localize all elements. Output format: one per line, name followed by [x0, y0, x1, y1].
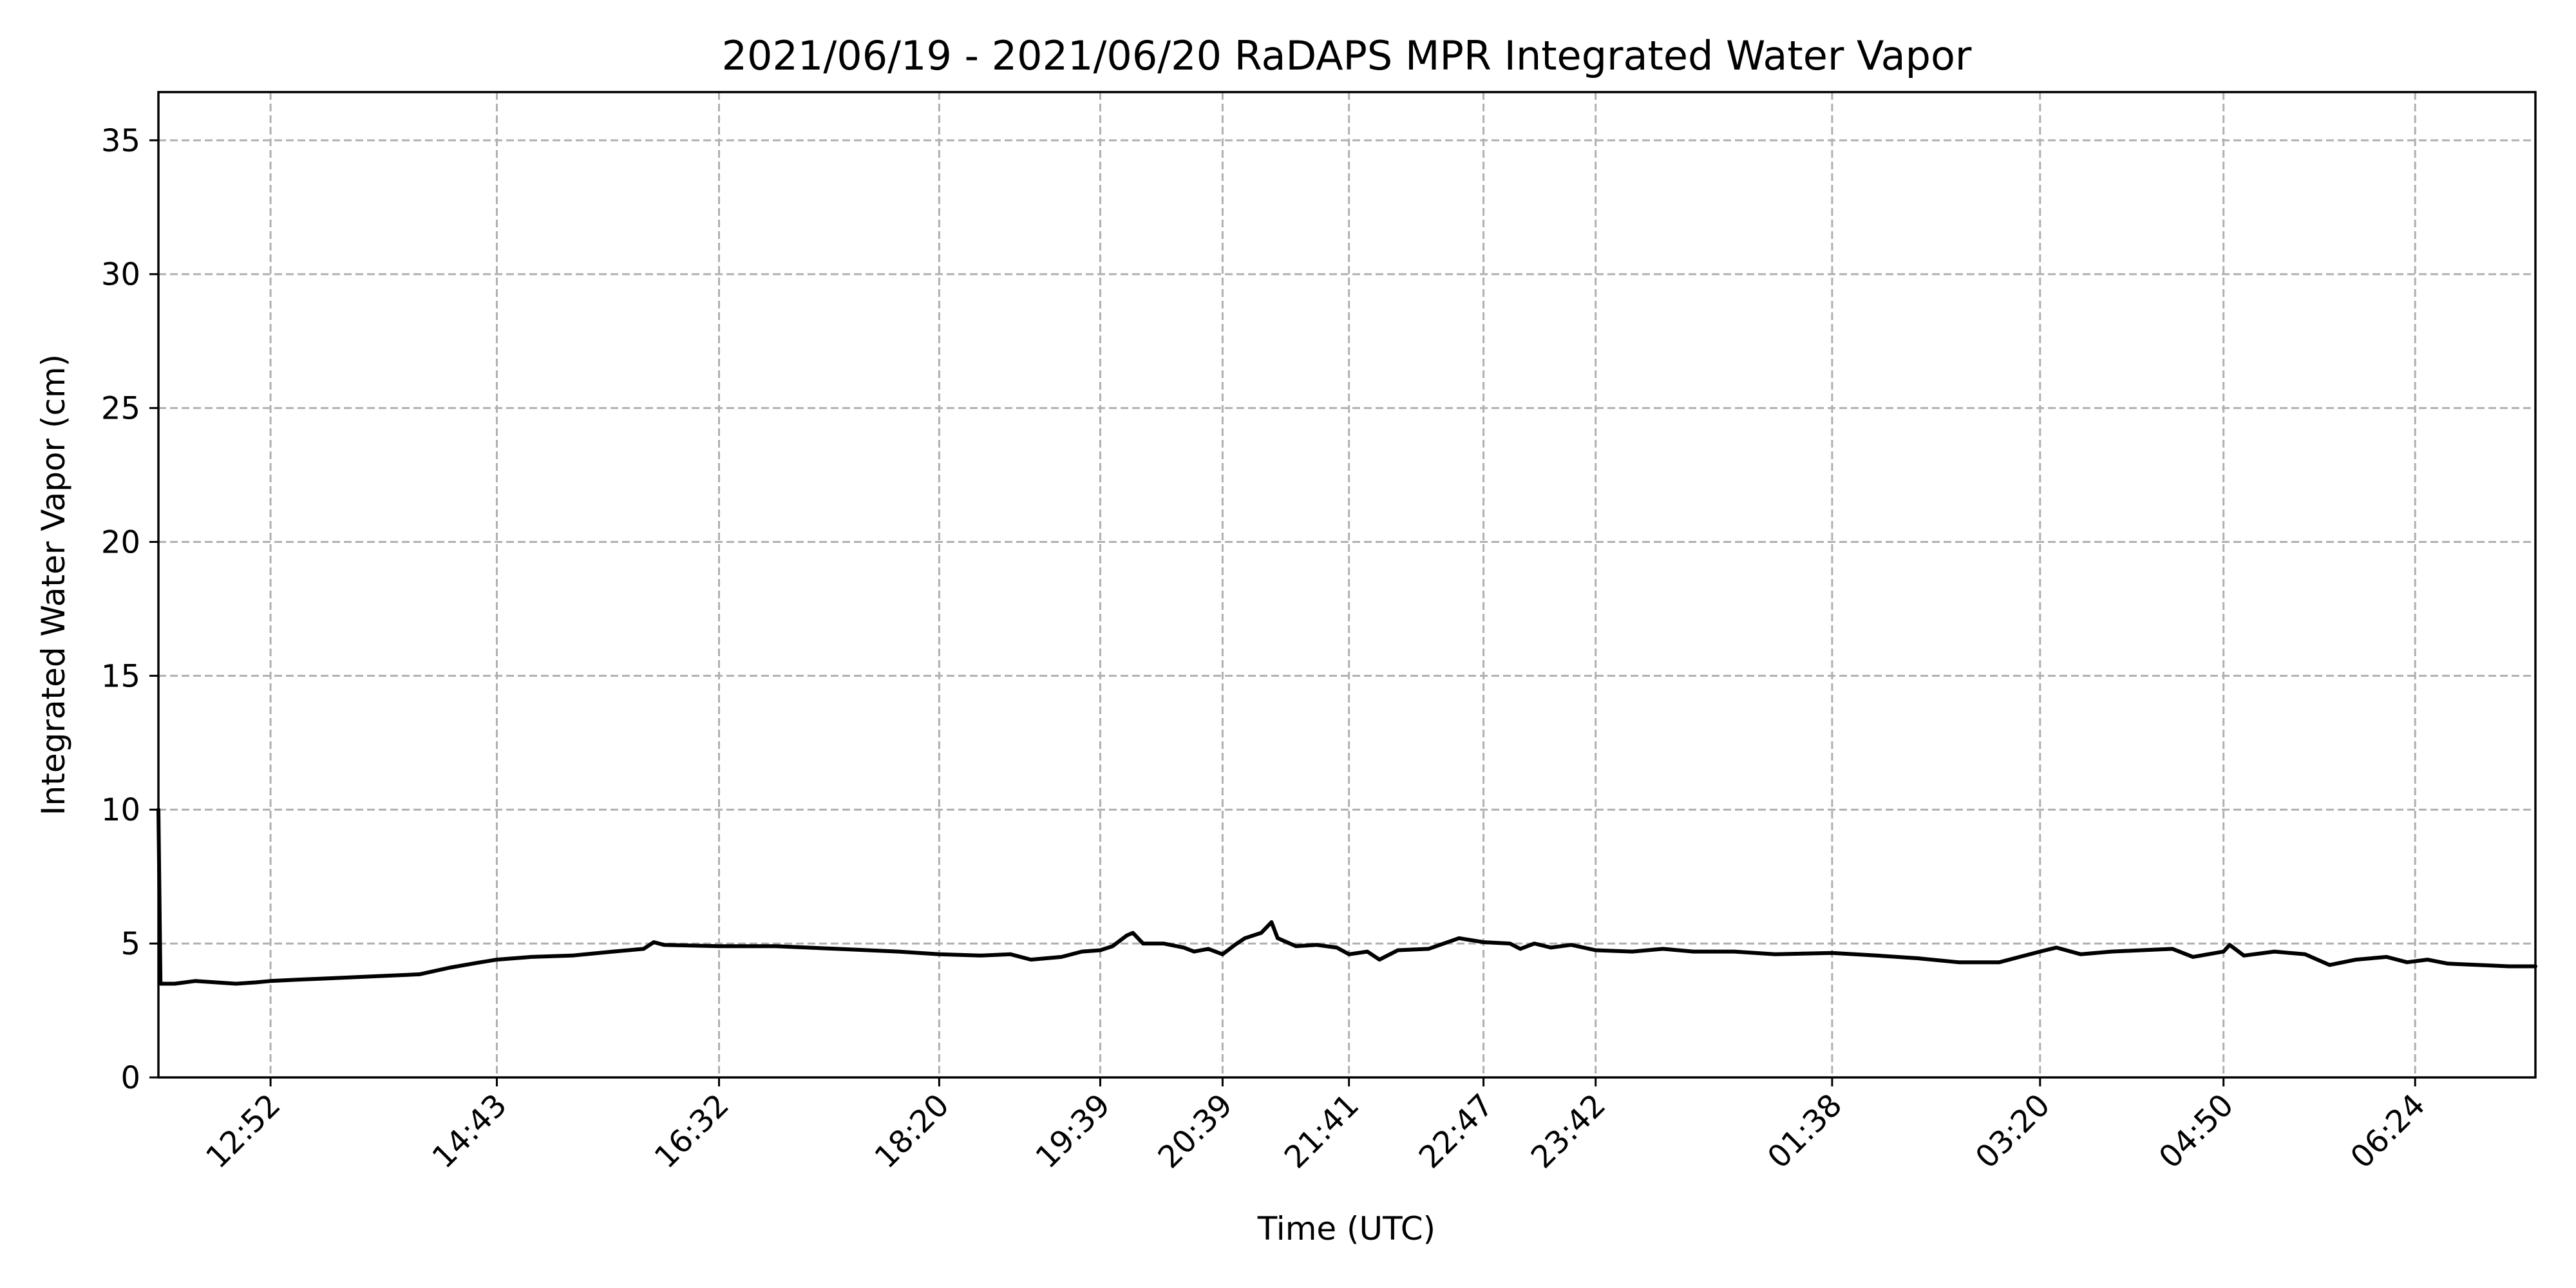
y-tick-label: 35 — [101, 123, 140, 159]
y-tick-label: 0 — [120, 1060, 140, 1096]
y-tick-label: 30 — [101, 257, 140, 293]
plot-frame — [157, 91, 2537, 1079]
y-tick-label: 10 — [101, 792, 140, 828]
y-tick-label: 25 — [101, 391, 140, 427]
y-tick-label: 20 — [101, 524, 140, 560]
x-axis-label: Time (UTC) — [1257, 1210, 1435, 1247]
y-tick-label: 15 — [101, 658, 140, 694]
y-tick-label: 5 — [120, 926, 140, 962]
iwv-series-line — [156, 808, 2537, 986]
series-layer — [156, 808, 2537, 986]
chart-title: 2021/06/19 - 2021/06/20 RaDAPS MPR Integ… — [722, 32, 1972, 79]
grid-layer — [158, 92, 2535, 1077]
y-axis-label: Integrated Water Vapor (cm) — [35, 354, 72, 815]
